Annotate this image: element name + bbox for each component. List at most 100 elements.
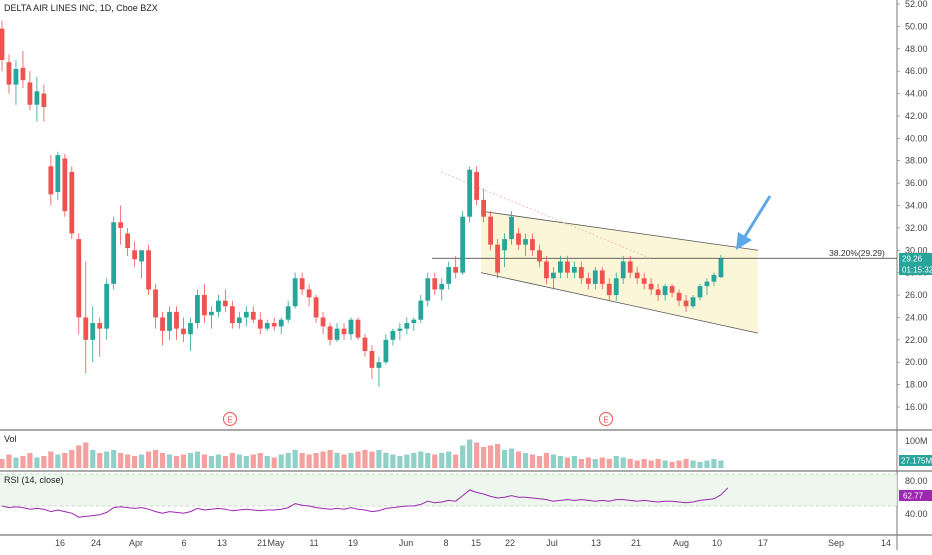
arrow-icon	[736, 195, 772, 250]
volume-bar	[327, 450, 333, 468]
volume-bar	[411, 453, 417, 468]
price-tick-label: 18.00	[905, 380, 928, 390]
candle-body	[209, 311, 214, 316]
candle-body	[355, 319, 361, 338]
volume-bar	[222, 456, 228, 468]
current-price-tag	[899, 253, 932, 264]
volume-bar	[432, 454, 438, 468]
candle-body	[453, 267, 459, 273]
volume-bar	[271, 457, 277, 468]
candle-body	[474, 171, 480, 200]
volume-bar	[104, 451, 110, 468]
time-tick-label: 13	[217, 538, 227, 548]
volume-bar	[515, 451, 522, 468]
candle-body	[439, 283, 445, 290]
volume-tick: 100M	[905, 436, 928, 446]
candle-body	[202, 295, 207, 316]
price-tick-label: 24.00	[905, 312, 928, 322]
candle-body	[662, 286, 668, 296]
volume-bar	[460, 445, 466, 468]
volume-bar	[166, 454, 173, 468]
channel-lower-line	[480, 272, 759, 334]
price-tick-label: 50.00	[905, 21, 928, 31]
volume-bar	[494, 444, 501, 468]
volume-bar	[662, 460, 668, 468]
volume-bar	[557, 456, 563, 468]
candle-body	[34, 91, 40, 105]
time-tick-label: Aug	[673, 538, 689, 548]
fib-label: 38.20%(29.29)	[829, 248, 885, 258]
volume-bar	[201, 454, 208, 468]
candle-body	[320, 317, 326, 327]
candle-body	[341, 328, 347, 335]
candle-body	[6, 62, 12, 85]
candle-body	[236, 317, 242, 324]
candle-body	[446, 267, 452, 284]
volume-bar	[446, 451, 452, 468]
volume-bar	[669, 462, 675, 468]
volume-bar	[404, 454, 410, 468]
candle-body	[599, 270, 605, 284]
volume-bar	[564, 457, 570, 468]
candle-body	[369, 351, 375, 368]
candles-group	[0, 20, 724, 387]
candle-body	[397, 328, 403, 331]
volume-bar	[257, 453, 263, 468]
current-price-label: 29.26	[902, 255, 923, 264]
volume-bar	[711, 459, 717, 468]
price-tick-label: 40.00	[905, 133, 928, 143]
volume-bar	[550, 454, 557, 468]
volume-bar	[578, 459, 584, 468]
candle-body	[655, 289, 661, 296]
volume-bar	[236, 454, 242, 468]
volume-bar	[355, 451, 361, 468]
candle-body	[564, 261, 570, 273]
rsi-tick: 40.00	[905, 509, 928, 519]
candle-body	[264, 323, 270, 329]
price-tick-label: 36.00	[905, 178, 928, 188]
volume-bar	[292, 450, 298, 468]
volume-bar	[641, 459, 647, 468]
candle-body	[641, 278, 647, 284]
candle-body	[516, 233, 521, 245]
volume-bar	[606, 459, 612, 468]
candle-body	[509, 216, 514, 240]
time-tick-label: 13	[591, 538, 601, 548]
candle-body	[697, 286, 703, 298]
candle-body	[551, 272, 556, 279]
time-tick-label: Jun	[399, 538, 414, 548]
volume-bar	[152, 450, 159, 468]
earnings-marker[interactable]: E	[223, 412, 237, 426]
candle-body	[222, 300, 228, 307]
candle-body	[69, 171, 75, 234]
candle-body	[620, 261, 626, 279]
time-tick-label: 11	[309, 538, 318, 548]
channel-upper-line	[480, 210, 759, 251]
candle-body	[146, 250, 151, 290]
volume-bar	[634, 460, 640, 468]
volume-bar	[55, 454, 61, 468]
volume-bar	[194, 451, 201, 468]
volume-bar	[125, 454, 131, 468]
candle-body	[90, 323, 96, 340]
volume-bar	[118, 453, 124, 468]
candle-body	[425, 278, 431, 301]
rsi-tick: 80.00	[905, 476, 928, 486]
chart-title: DELTA AIR LINES INC, 1D, Cboe BZX	[4, 3, 158, 13]
volume-bar	[536, 456, 543, 468]
volume-bar	[313, 453, 319, 468]
countdown-label: 01:15:32	[902, 266, 932, 275]
price-tick-label: 48.00	[905, 44, 928, 54]
candle-body	[578, 267, 584, 279]
time-tick-label: Apr	[129, 538, 143, 548]
candle-body	[13, 68, 19, 85]
earnings-marker[interactable]: E	[599, 412, 613, 426]
volume-value-tag	[899, 455, 932, 466]
candle-body	[27, 82, 33, 105]
volume-bar	[62, 453, 68, 468]
candle-body	[432, 278, 438, 290]
volume-bar	[690, 460, 696, 468]
volume-bar	[278, 454, 284, 468]
volume-bar	[229, 453, 235, 468]
rsi-band	[0, 474, 897, 506]
